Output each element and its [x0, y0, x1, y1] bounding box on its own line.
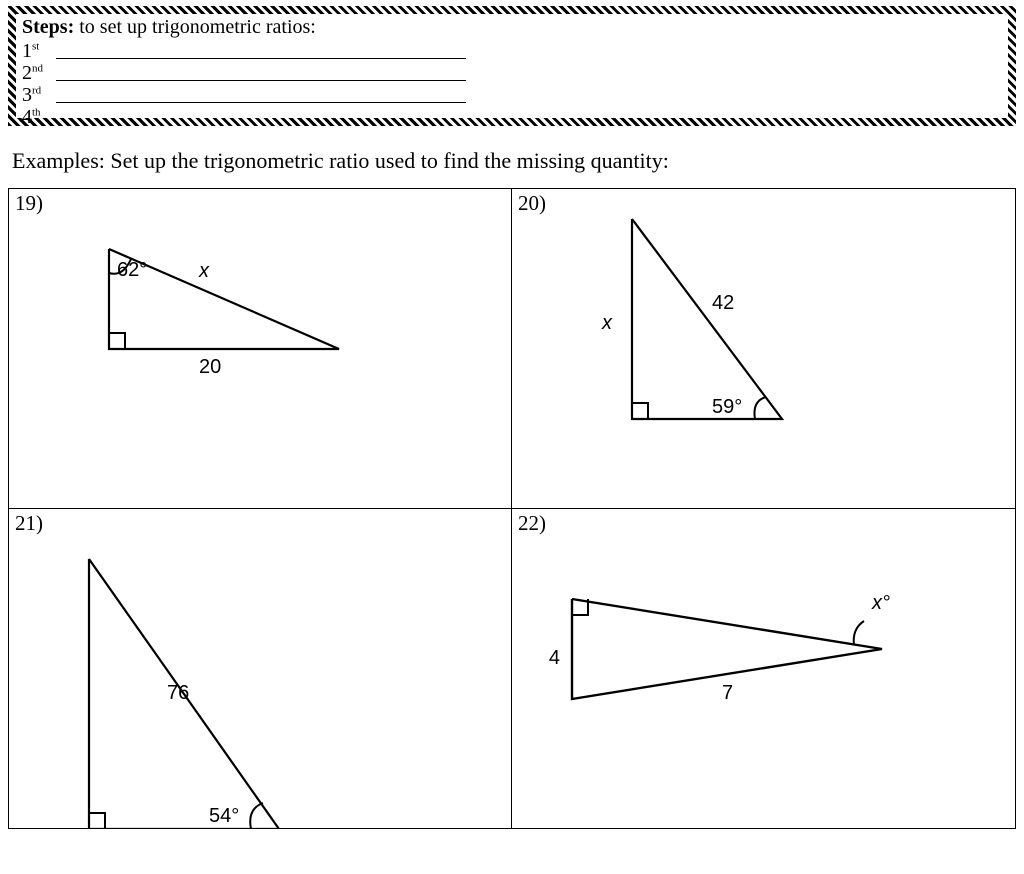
problems-grid: 19) 62° x 20 20) x	[8, 188, 1016, 829]
angle-label: 62°	[117, 259, 147, 281]
problem-number: 19)	[15, 191, 43, 216]
problem-cell-22: 22) 4 7 x°	[512, 509, 1015, 829]
triangle-19: 62° x 20	[69, 229, 419, 429]
step-row: 2nd	[22, 63, 1002, 85]
steps-box: Steps: to set up trigonometric ratios: 1…	[8, 6, 1016, 126]
angle-label: x°	[871, 592, 890, 614]
step-row: 1st	[22, 41, 1002, 63]
left-label: x	[601, 312, 613, 334]
hyp-label: 42	[712, 292, 734, 314]
problem-cell-19: 19) 62° x 20	[9, 189, 512, 509]
step-row: 3rd	[22, 85, 1002, 107]
triangle-20: x 42 59°	[572, 199, 872, 459]
examples-label: Examples: Set up the trigonometric ratio…	[12, 148, 1016, 174]
triangle-22: 4 7 x°	[532, 569, 952, 829]
problem-number: 21)	[15, 511, 43, 536]
blank-line	[56, 102, 466, 103]
blank-line	[56, 80, 466, 81]
base-label: 20	[199, 356, 221, 378]
steps-title-rest: to set up trigonometric ratios:	[74, 16, 316, 38]
angle-label: 59°	[712, 396, 742, 418]
steps-list: 1st 2nd 3rd 4th	[22, 41, 1002, 129]
ordinal: 1st	[22, 40, 56, 63]
ordinal: 3rd	[22, 84, 56, 107]
triangle-21: 76 54° x	[49, 539, 369, 829]
angle-label: 54°	[209, 805, 239, 827]
base-label: 7	[722, 682, 733, 704]
problem-number: 20)	[518, 191, 546, 216]
ordinal: 2nd	[22, 62, 56, 85]
problem-cell-21: 21) 76 54° x	[9, 509, 512, 829]
step-row: 4th	[22, 107, 1002, 129]
problem-cell-20: 20) x 42 59°	[512, 189, 1015, 509]
steps-title: Steps: to set up trigonometric ratios:	[22, 16, 1002, 39]
hyp-label: 76	[167, 682, 189, 704]
left-label: 4	[549, 647, 560, 669]
hyp-label: x	[198, 260, 210, 282]
blank-line	[56, 58, 466, 59]
ordinal: 4th	[22, 106, 56, 129]
steps-title-bold: Steps:	[22, 16, 74, 38]
worksheet-page: Steps: to set up trigonometric ratios: 1…	[0, 0, 1024, 874]
problem-number: 22)	[518, 511, 546, 536]
